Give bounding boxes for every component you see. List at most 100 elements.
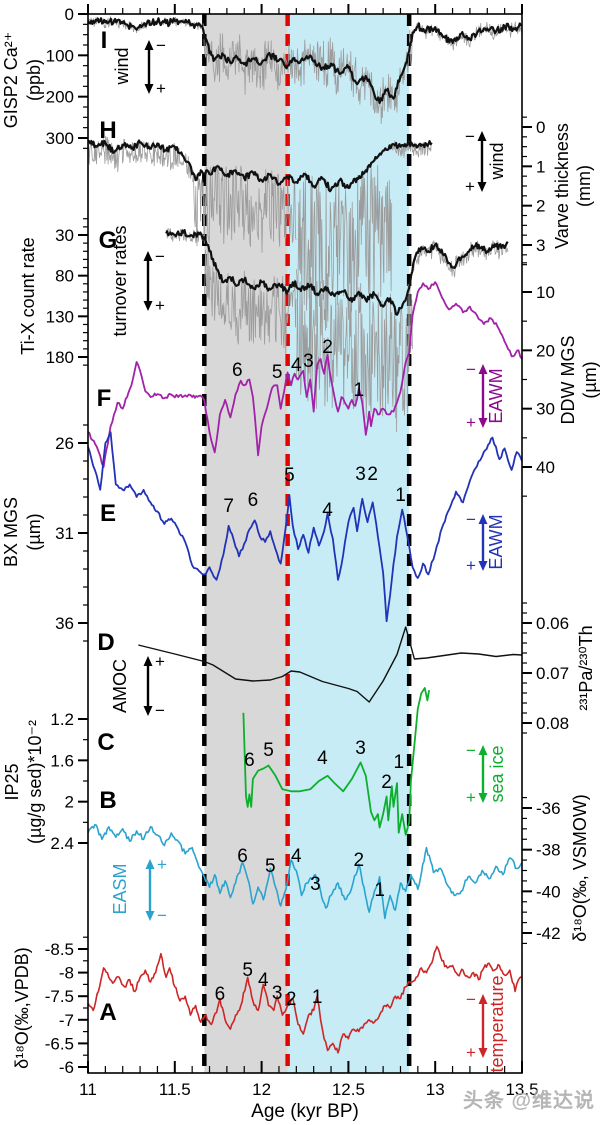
peak-number: 2 [367,464,378,485]
arrow-sign-bottom-4: + [466,556,476,575]
arrow-sign-bottom-0: + [156,79,166,98]
arrow-head-up-1 [477,131,487,141]
arrow-sign-top-4: − [466,510,476,529]
y-tick-label-gisp2: 300 [46,129,74,148]
y-tick-label-ip25: 1.2 [50,710,74,729]
arrow-head-up-3 [478,364,488,374]
arrow-sign-bottom-6: + [466,788,476,807]
axis-title-right-0: (mm) [574,165,594,207]
arrow-head-down-0 [144,84,154,94]
x-tick-label: 11.5 [159,1080,191,1099]
series-pa_th [138,626,523,703]
axis-title-left-0: (ppb) [24,59,44,101]
arrow-head-down-2 [143,301,153,311]
peak-number: 2 [322,337,333,358]
noise-varve_noise [87,135,432,331]
y-tick-label-ddw: 30 [536,400,555,419]
arrow-sign-bottom-5: − [155,701,165,720]
peak-number: 1 [354,380,365,401]
panel-letter-B: B [99,787,116,814]
arrow-label-EASM: EASM [110,863,130,914]
arrow-sign-top-8: − [466,990,476,1009]
plot-border [87,13,523,1074]
arrow-head-up-0 [144,40,154,50]
axis-title-left-4: δ¹⁸O(‰,VPDB) [12,947,32,1069]
peak-number: 4 [291,355,302,376]
peak-number: 6 [232,360,243,381]
y-tick-label-vpdb: -7 [59,1011,74,1030]
y-tick-label-tix: 80 [55,267,74,286]
peak-number: 4 [322,500,333,521]
series-bx_mgs [87,431,523,623]
panel-letter-G: G [99,227,118,254]
y-tick-label-tix: 130 [46,307,74,326]
arrow-head-up-7 [145,859,155,869]
peak-number: 7 [223,496,234,517]
y-tick-label-ip25: 2 [65,793,74,812]
x-tick-label: 12.5 [332,1080,365,1099]
axis-title-right-0: Varve thickness [552,123,572,249]
arrow-sign-bottom-1: + [465,177,475,196]
panel-letter-E: E [100,500,116,527]
axis-title-right-3: δ¹⁸O(‰, VSMOW) [570,794,590,942]
arrow-head-up-6 [478,745,488,755]
arrow-sign-bottom-2: + [155,296,165,315]
axis-title-left-3: (µg/g sed)*10⁻² [25,720,45,844]
arrow-head-down-4 [478,561,488,571]
peak-number: 4 [317,748,328,769]
arrow-head-down-1 [477,182,487,192]
y-tick-label-gisp2: 0 [65,5,74,24]
series-ddw_mgs [87,281,523,468]
arrow-label-wind: wind [487,142,507,180]
arrow-label-wind: wind [112,47,132,85]
series-d18o_vsmow [87,823,523,920]
arrow-sign-bottom-3: + [466,413,476,432]
y-tick-label-varve: 0 [536,118,545,137]
peak-number: 3 [303,351,314,372]
peak-number: 4 [291,846,302,867]
axis-title-right-1: DDW MGS [558,336,578,425]
peak-number: 1 [312,987,323,1008]
y-tick-label-varve: 2 [536,197,545,216]
y-tick-label-vpdb: -6 [59,1058,74,1077]
axis-title-left-1: Ti-X count rate [18,237,38,354]
arrow-head-down-3 [478,418,488,428]
y-tick-label-tix: 30 [55,226,74,245]
peak-number: 5 [263,740,274,761]
arrow-label-EAWM: EAWM [486,368,506,423]
y-tick-label-path: 0.06 [536,614,569,633]
y-tick-label-ddw: 10 [536,283,555,302]
arrow-sign-top-5: + [155,652,165,671]
series-tix [165,229,509,316]
peak-number: 6 [237,846,248,867]
y-tick-label-vpdb: -7.5 [45,987,74,1006]
x-tick-label: 11 [79,1080,97,1099]
axis-title-left-3: IP25 [2,763,22,800]
panel-letter-D: D [97,629,114,656]
peak-number: 3 [355,464,366,485]
y-tick-label-tix: 180 [46,348,74,367]
arrow-head-up-5 [143,656,153,666]
y-tick-label-varve: 3 [536,236,545,255]
axis-title-left-2: BX MGS [1,497,21,567]
y-tick-label-bx: 36 [55,614,74,633]
y-tick-label-gisp2: 100 [46,46,74,65]
x-tick-label: 13 [426,1080,445,1099]
y-tick-label-ip25: 2.4 [50,834,74,853]
arrow-sign-top-2: − [155,247,165,266]
panel-letter-I: I [101,27,108,54]
arrow-head-down-6 [478,793,488,803]
arrow-head-down-5 [143,706,153,716]
peak-number: 3 [272,983,283,1004]
y-tick-label-bx: 26 [55,434,74,453]
x-tick-label: 13.5 [505,1080,538,1099]
panel-letter-A: A [99,999,116,1026]
arrow-sign-top-1: − [465,127,475,146]
arrow-head-up-2 [143,251,153,261]
series-varve [87,139,433,193]
series-d18o_vpdb [87,945,523,1054]
y-tick-label-vsmow: -36 [536,799,561,818]
y-tick-label-vsmow: -40 [536,882,561,901]
